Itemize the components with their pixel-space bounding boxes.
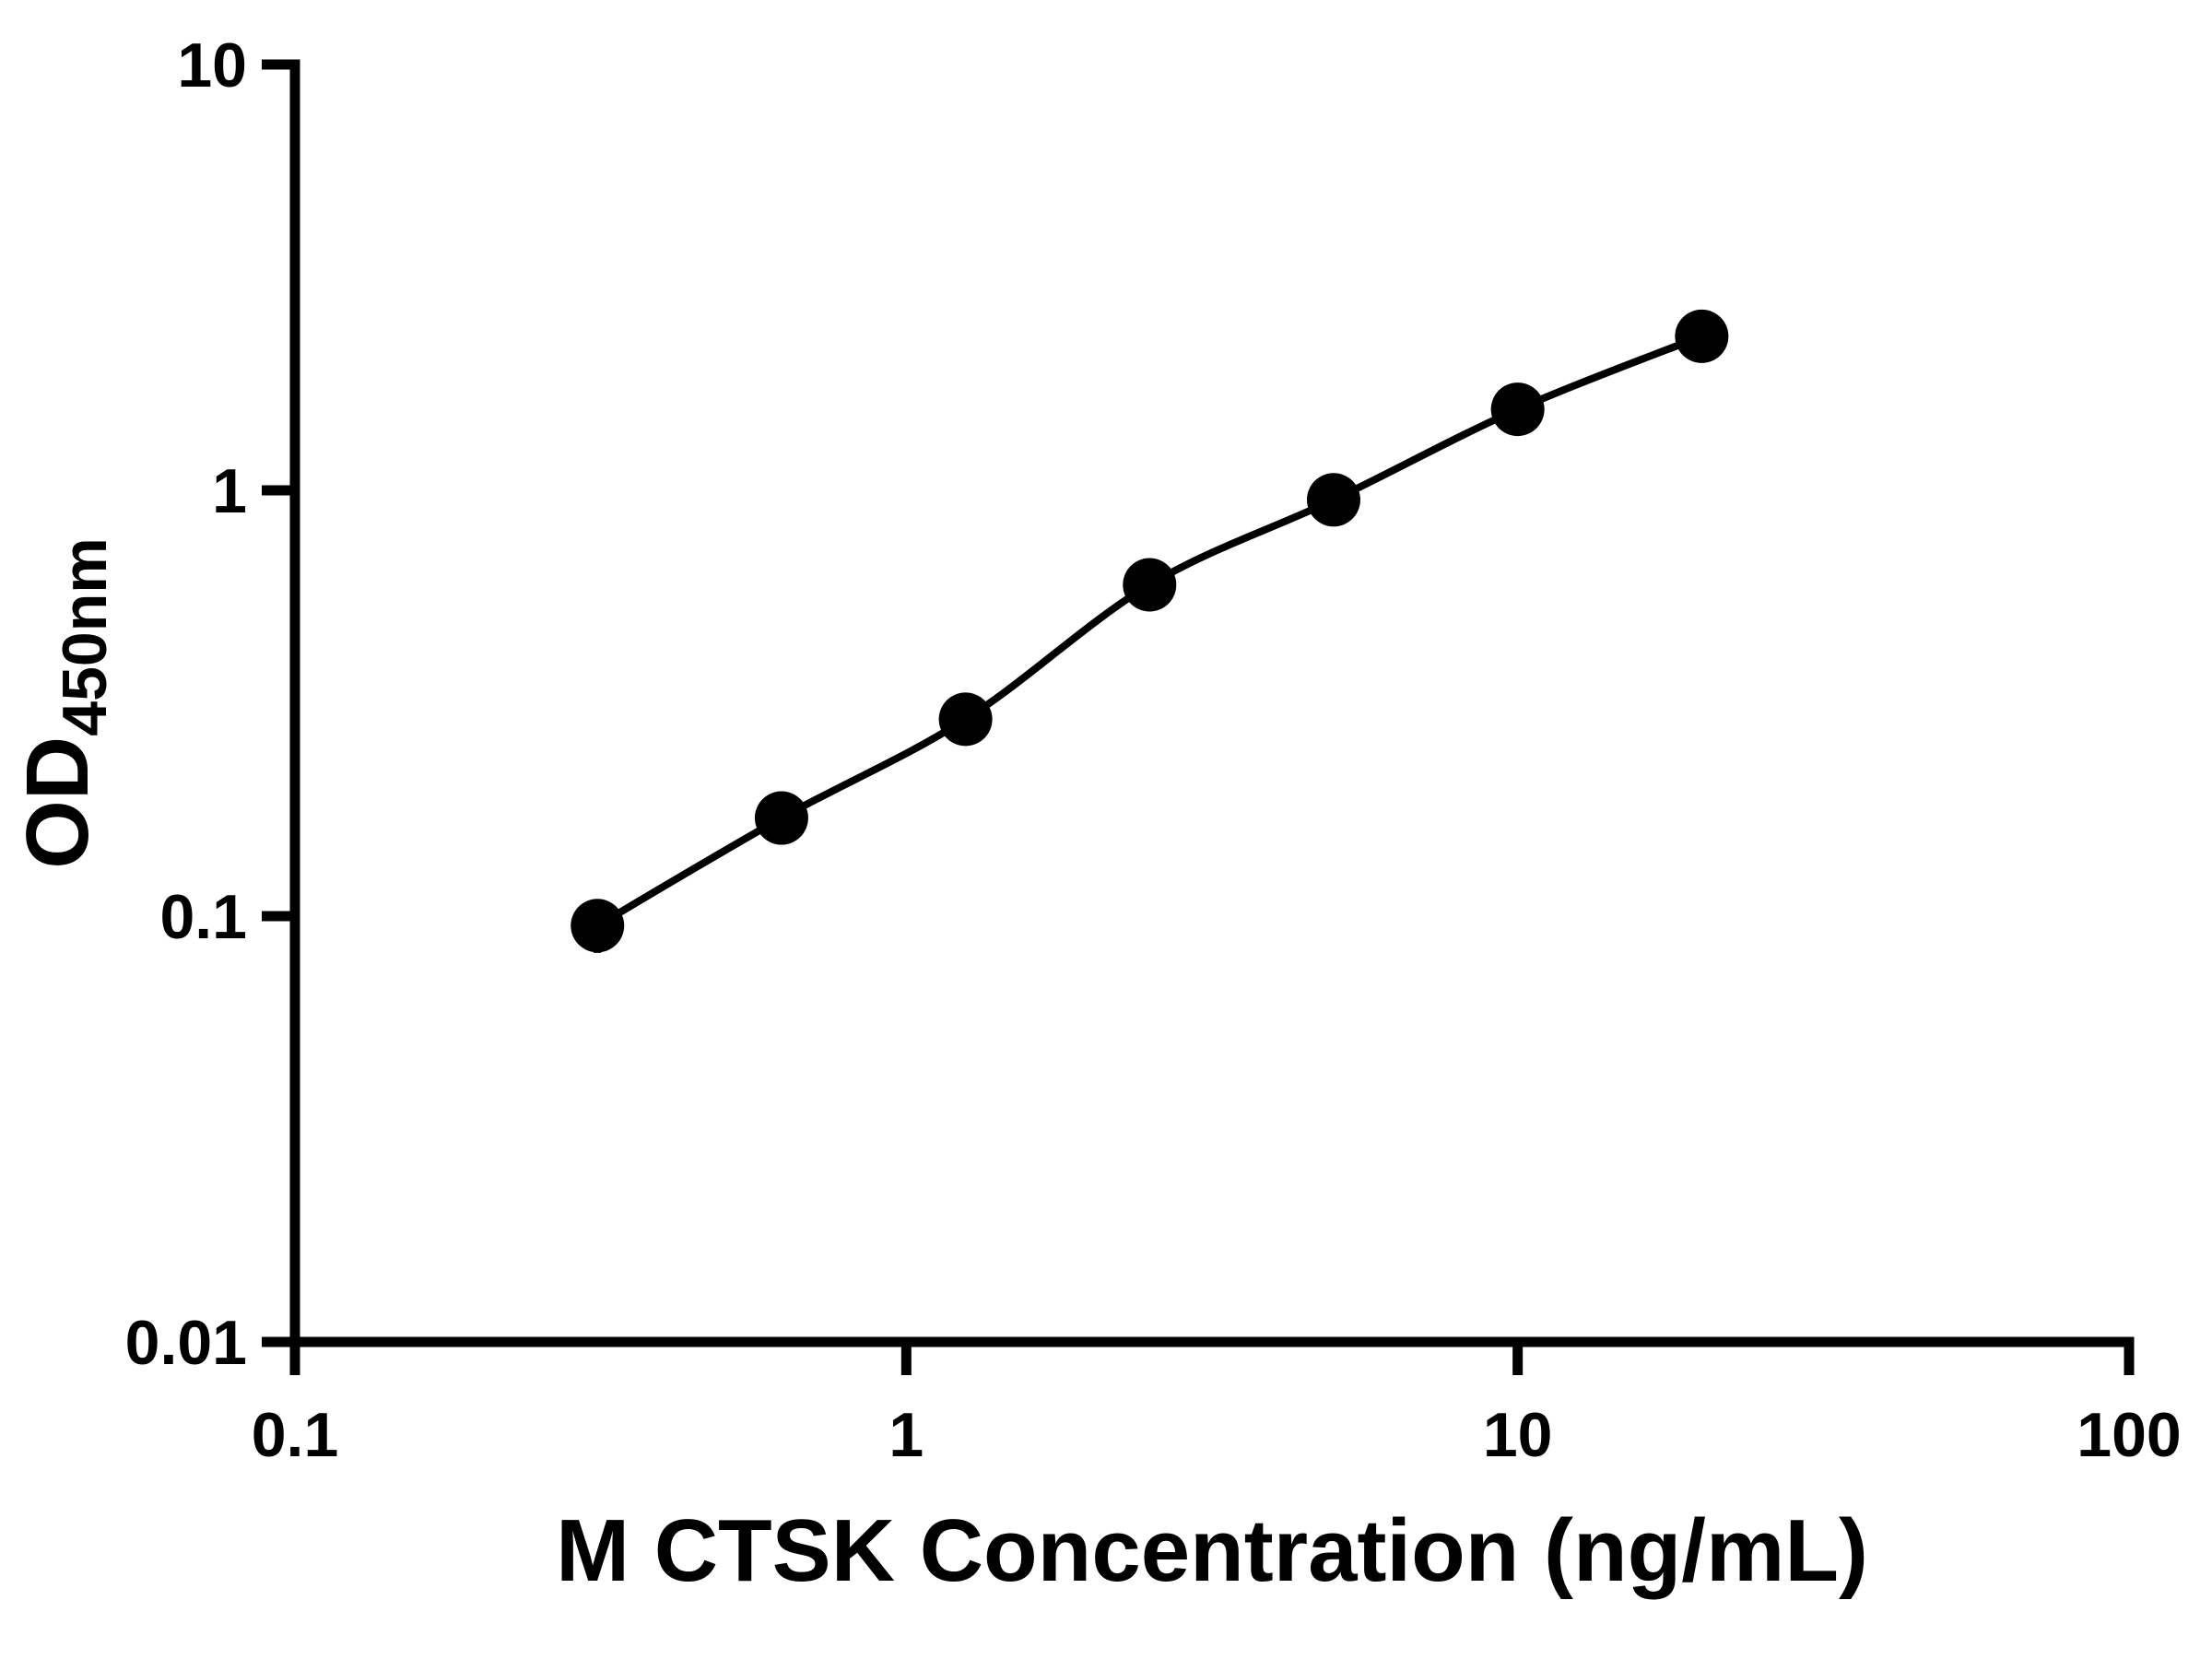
data-point: [1306, 473, 1360, 527]
x-tick-label: 0.1: [252, 1400, 339, 1470]
y-axis-title-main: OD: [8, 736, 107, 869]
data-point: [938, 692, 993, 747]
data-point: [754, 791, 808, 845]
x-axis-title: M CTSK Concentration (ng/mL): [556, 1501, 1868, 1600]
y-axis-title-sub: 450nm: [50, 537, 120, 735]
data-point: [571, 899, 625, 953]
y-axis-title: OD450nm: [8, 537, 120, 868]
y-tick-label: 0.1: [159, 882, 247, 952]
data-point: [1490, 382, 1545, 437]
data-point: [1123, 558, 1177, 612]
x-tick-label: 100: [2077, 1400, 2181, 1470]
x-tick-label: 1: [888, 1400, 924, 1470]
x-tick-label: 10: [1483, 1400, 1553, 1470]
y-tick-label: 0.01: [125, 1308, 247, 1378]
y-tick-label: 10: [177, 30, 247, 100]
y-tick-label: 1: [212, 456, 247, 526]
data-point: [1675, 309, 1729, 363]
